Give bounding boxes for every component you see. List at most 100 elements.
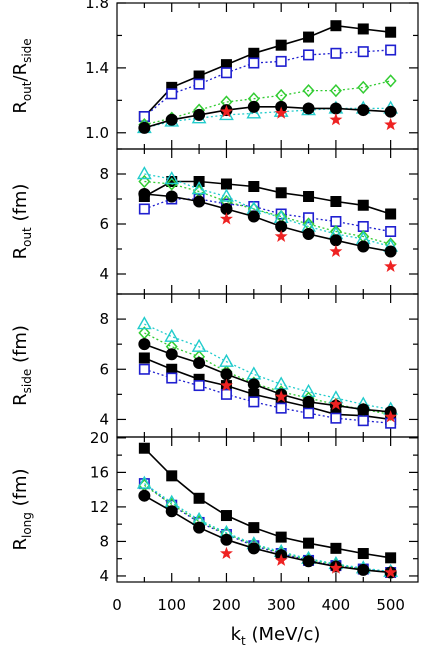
- data-point: [275, 402, 287, 414]
- data-point: [275, 55, 287, 67]
- data-point: [329, 102, 342, 115]
- series-open-triangle: [136, 475, 399, 577]
- data-point: [220, 59, 232, 71]
- x-tick-label: 300: [267, 596, 296, 614]
- data-point: [193, 78, 205, 90]
- series-line: [144, 483, 391, 573]
- series-open-square: [138, 478, 397, 579]
- series-line: [143, 24, 391, 118]
- data-point: [165, 177, 178, 191]
- series-open-square: [138, 363, 397, 429]
- data-point: [385, 226, 397, 238]
- data-point: [384, 117, 398, 131]
- data-point: [302, 395, 315, 408]
- y-tick-label: 8: [99, 532, 109, 550]
- data-point: [357, 240, 370, 253]
- series-open-diamond: [138, 478, 397, 580]
- y-tick-label: 8: [99, 310, 109, 328]
- series-star: [219, 546, 398, 579]
- data-point: [275, 220, 288, 233]
- data-point: [219, 104, 233, 118]
- series-line: [144, 323, 391, 411]
- data-point: [357, 199, 369, 211]
- series-filled-circle: [138, 100, 397, 134]
- data-point: [247, 210, 260, 223]
- series-filled-circle: [138, 188, 397, 258]
- x-tick-label: 0: [112, 596, 122, 614]
- series-line: [144, 80, 391, 126]
- data-point: [138, 121, 151, 134]
- data-point: [357, 80, 370, 94]
- data-point: [247, 100, 260, 113]
- data-point: [193, 373, 205, 385]
- data-point: [301, 383, 316, 398]
- data-point: [165, 113, 178, 126]
- data-point: [303, 407, 315, 419]
- y-tick-label: 8: [99, 165, 109, 183]
- panel-rout: 4 6 8 Rout (fm): [10, 148, 419, 295]
- data-point: [274, 553, 288, 566]
- data-point: [166, 88, 178, 100]
- data-point: [247, 542, 260, 555]
- data-point: [329, 113, 343, 126]
- data-point: [302, 555, 315, 568]
- data-point: [329, 397, 343, 410]
- series-line: [144, 107, 391, 129]
- panel-rside: 4 6 8 Rside (fm): [10, 293, 419, 438]
- data-point: [220, 388, 232, 400]
- y-axis-label: Rside (fm): [10, 325, 34, 406]
- data-point: [138, 174, 151, 189]
- data-point: [219, 212, 233, 225]
- series-line: [144, 173, 391, 248]
- data-point: [385, 44, 397, 56]
- data-point: [302, 102, 315, 115]
- data-point: [247, 378, 260, 391]
- data-point: [193, 195, 206, 208]
- series-line: [143, 483, 391, 574]
- x-tick-label: 100: [157, 596, 186, 614]
- data-point: [329, 244, 343, 257]
- data-point: [275, 187, 287, 199]
- data-point: [166, 372, 178, 384]
- series-line: [144, 180, 391, 245]
- data-point: [136, 475, 152, 489]
- y-tick-label: 1.0: [85, 124, 109, 142]
- series-star: [219, 378, 398, 423]
- series-line: [144, 343, 391, 413]
- data-point: [138, 188, 151, 200]
- data-point: [275, 39, 287, 51]
- series-group: [136, 20, 399, 134]
- y-tick-label: 4: [99, 567, 109, 585]
- data-point: [303, 191, 315, 202]
- series-line: [144, 106, 391, 129]
- y-tick-label: 4: [99, 410, 109, 428]
- data-point: [164, 328, 180, 342]
- data-point: [275, 395, 287, 407]
- y-tick-label: 16: [90, 463, 109, 481]
- series-line: [144, 357, 391, 421]
- data-point: [220, 178, 232, 190]
- y-tick-label: 1.8: [85, 0, 109, 12]
- data-point: [138, 442, 150, 454]
- data-point: [357, 23, 369, 35]
- data-point: [302, 83, 315, 98]
- data-point: [303, 537, 315, 549]
- series-line: [144, 484, 391, 574]
- data-point: [166, 363, 178, 375]
- data-point: [303, 49, 315, 61]
- series-line: [144, 495, 391, 574]
- data-point: [274, 390, 288, 403]
- data-point: [302, 228, 315, 240]
- panel-frame: [116, 2, 419, 150]
- data-point: [384, 410, 398, 423]
- data-point: [329, 234, 342, 247]
- data-point: [164, 171, 180, 185]
- data-point: [166, 470, 178, 482]
- data-point: [248, 396, 260, 408]
- data-point: [219, 546, 233, 560]
- data-point: [138, 363, 150, 375]
- data-point: [219, 353, 234, 367]
- series-group: [136, 316, 399, 429]
- data-point: [330, 47, 342, 59]
- data-point: [138, 489, 151, 502]
